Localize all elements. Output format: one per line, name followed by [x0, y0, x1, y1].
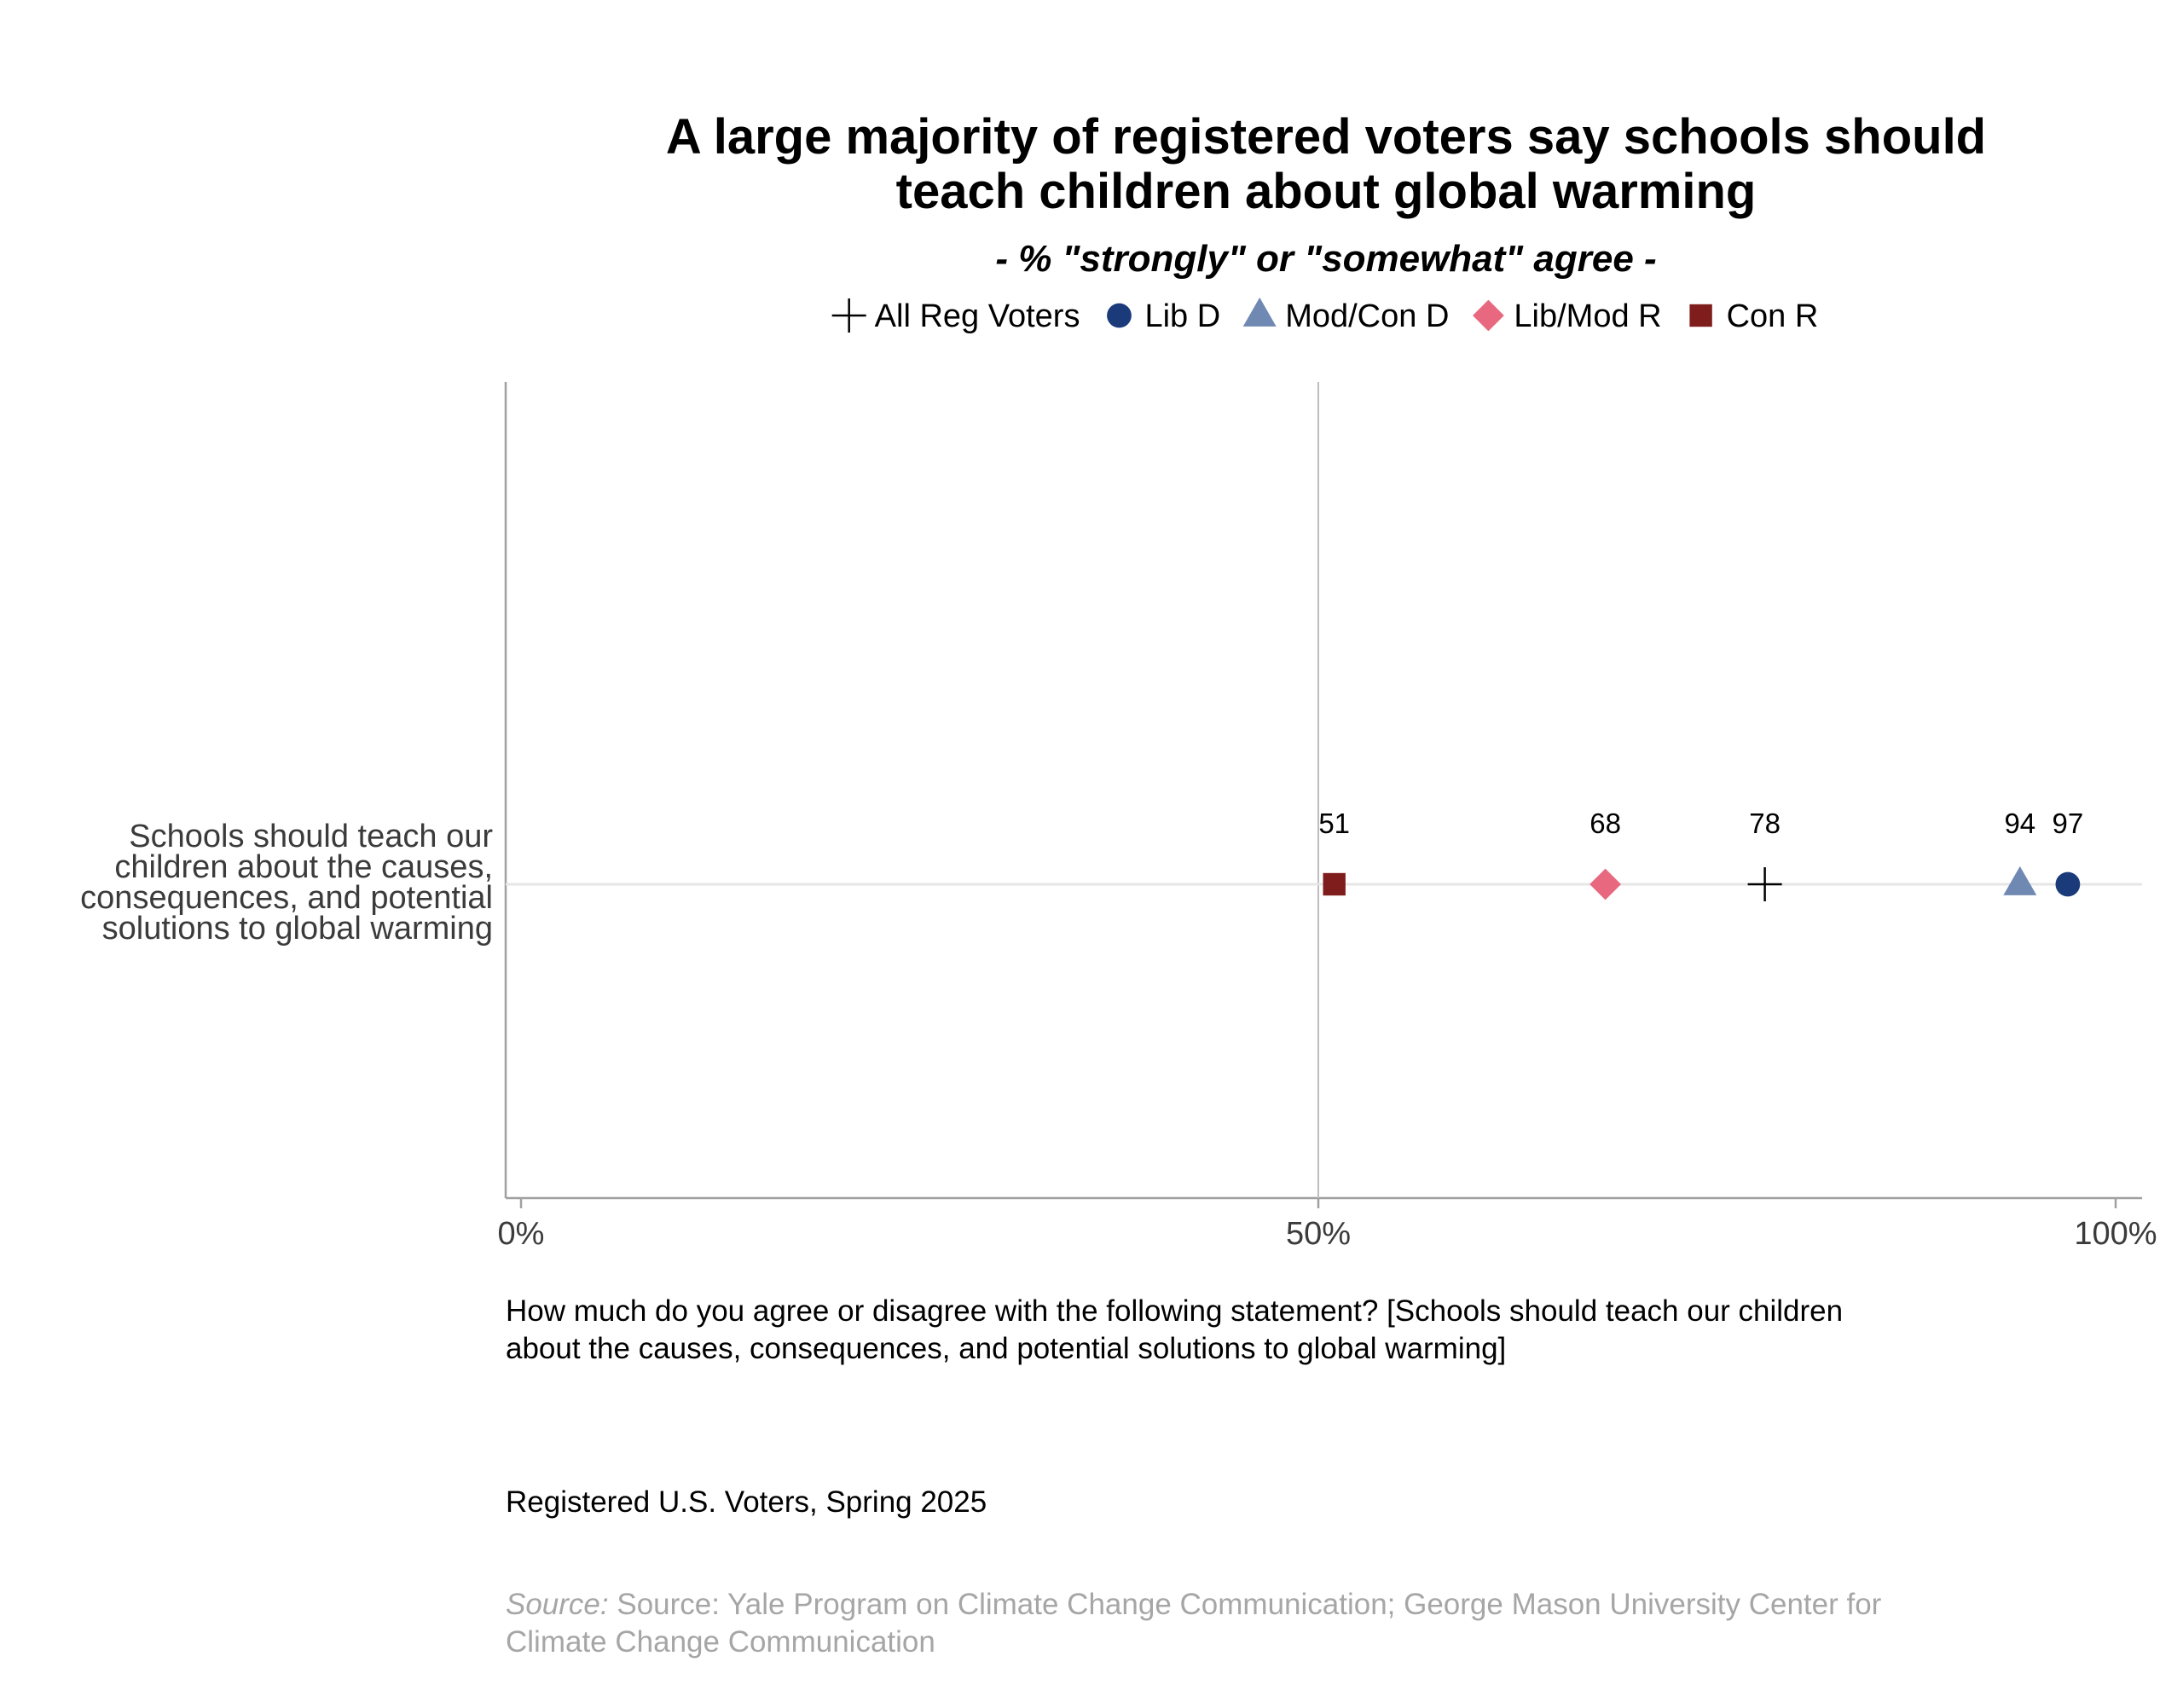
legend-label-lib-d: Lib D [1144, 298, 1220, 334]
category-label-line-4: solutions to global warming [102, 911, 493, 947]
source-prefix: Source: [506, 1588, 609, 1621]
data-label-all-reg-voters: 78 [1749, 808, 1781, 839]
x-tick-label: 100% [2074, 1216, 2157, 1252]
data-label-lib-d: 97 [2053, 808, 2084, 839]
question-note: How much do you agree or disagree with t… [506, 1294, 1843, 1365]
question-note-line-1: How much do you agree or disagree with t… [506, 1294, 1843, 1328]
data-label-lib-mod-r: 68 [1589, 808, 1621, 839]
legend-marker-mod-con-d [1242, 297, 1277, 327]
x-tick-label: 0% [498, 1216, 545, 1252]
point-lib-mod-r [1589, 868, 1621, 900]
category-label: Schools should teach our children about … [80, 819, 493, 947]
legend-label-all-reg-voters: All Reg Voters [875, 298, 1080, 334]
legend-item-lib-d: Lib D [1107, 298, 1220, 334]
data-label-mod-con-d: 94 [2004, 808, 2035, 839]
category-label-line-2: children about the causes, [114, 849, 493, 885]
legend-marker-lib-mod-r [1472, 299, 1504, 332]
source-line-1: Source: Source: Yale Program on Climate … [506, 1588, 1882, 1621]
legend-marker-all-reg-voters [831, 298, 866, 333]
legend-item-mod-con-d: Mod/Con D [1242, 297, 1449, 334]
legend-marker-lib-d [1107, 303, 1132, 328]
source-line-2: Climate Change Communication [506, 1625, 935, 1659]
legend-marker-con-r [1689, 304, 1712, 327]
point-all-reg-voters [1747, 867, 1782, 901]
legend-label-con-r: Con R [1727, 298, 1819, 334]
x-axis-ticks: 0% 50% 100% [498, 1198, 2157, 1252]
legend-item-con-r: Con R [1689, 298, 1818, 334]
source-line-1-text: Source: Yale Program on Climate Change C… [609, 1588, 1882, 1621]
legend: All Reg Voters Lib D Mod/Con D Lib/Mod R Con… [831, 297, 1818, 334]
data-label-con-r: 51 [1318, 808, 1350, 839]
legend-label-mod-con-d: Mod/Con D [1285, 298, 1449, 334]
point-con-r [1323, 872, 1346, 896]
legend-item-all-reg-voters: All Reg Voters [831, 298, 1080, 334]
data-points: 51 68 78 94 97 [1318, 808, 2083, 901]
chart-title-line-1: A large majority of registered voters sa… [666, 109, 1986, 165]
sample-note: Registered U.S. Voters, Spring 2025 [506, 1485, 987, 1519]
legend-label-lib-mod-r: Lib/Mod R [1514, 298, 1661, 334]
x-tick-label: 50% [1286, 1216, 1351, 1252]
point-mod-con-d [2003, 866, 2037, 895]
question-note-line-2: about the causes, consequences, and pote… [506, 1332, 1506, 1365]
legend-item-lib-mod-r: Lib/Mod R [1472, 298, 1662, 334]
category-label-line-3: consequences, and potential [80, 880, 493, 916]
point-lib-d [2055, 871, 2081, 897]
chart-subtitle: - % "strongly" or "somewhat" agree - [995, 238, 1656, 280]
chart-title: A large majority of registered voters sa… [666, 109, 1986, 219]
chart-title-line-2: teach children about global warming [896, 164, 1757, 219]
category-label-line-1: Schools should teach our [129, 819, 493, 854]
source-note: Source: Source: Yale Program on Climate … [506, 1588, 1882, 1659]
